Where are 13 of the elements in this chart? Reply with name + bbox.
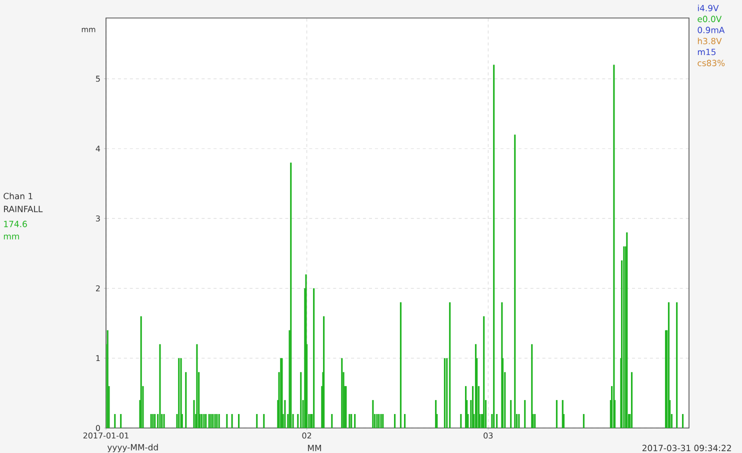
text: RAINFALL [4,206,43,212]
text: i4.9V [698,4,719,12]
text: m15 [698,48,716,56]
text: yyyy-MM-dd [107,444,158,452]
text: 0.9mA [698,26,725,34]
text: 2017-03-31 09:34:22 [642,444,731,452]
text: Chan 1 [4,192,32,200]
text: h3.8V [698,38,722,44]
text: MM [308,444,321,452]
text: e0.0V [698,16,722,22]
text: cs83% [698,60,725,66]
text: mm [4,234,19,240]
text: 174.6 [4,220,27,228]
